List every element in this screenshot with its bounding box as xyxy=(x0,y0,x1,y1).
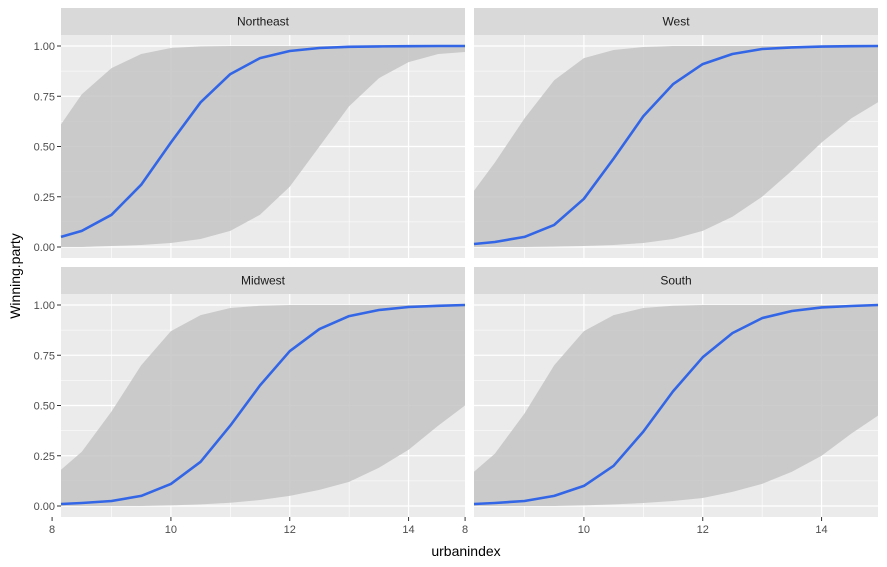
y-tick-label: 0.75 xyxy=(34,91,55,103)
y-tick-label: 0.50 xyxy=(34,401,55,413)
x-axis-title: urbanindex xyxy=(431,543,500,559)
panel-west: West xyxy=(473,8,879,258)
panel-northeast: Northeast 0.00 0.25 0.50 0.75 1.00 xyxy=(34,8,465,258)
strip-west xyxy=(474,8,878,35)
y-tick-label: 0.50 xyxy=(34,142,55,154)
fit-line-midwest xyxy=(60,303,466,506)
panel-south: South 8 10 12 14 xyxy=(462,267,879,536)
x-tick-label: 8 xyxy=(49,524,55,536)
panel-midwest: Midwest 0.00 0.25 0.50 0.75 1.00 8 10 12 14 xyxy=(34,267,466,536)
strip-label-midwest: Midwest xyxy=(241,274,286,288)
x-tick-label: 14 xyxy=(815,524,827,536)
strip-label-south: South xyxy=(660,274,691,288)
y-tick-label: 1.00 xyxy=(34,300,55,312)
x-tick-label: 14 xyxy=(402,524,414,536)
x-tick-label: 10 xyxy=(165,524,177,536)
strip-midwest xyxy=(61,267,465,294)
confidence-ribbon-south xyxy=(474,305,878,506)
confidence-ribbon-midwest xyxy=(61,305,465,506)
y-tick-label: 0.25 xyxy=(34,451,55,463)
x-tick-label: 10 xyxy=(578,524,590,536)
x-tick-label: 8 xyxy=(462,524,468,536)
fit-line-south xyxy=(473,303,879,506)
strip-northeast xyxy=(61,8,465,35)
y-tick-label: 0.25 xyxy=(34,192,55,204)
fit-line-west xyxy=(473,44,879,246)
y-axis-title: Winning.party xyxy=(7,233,23,319)
strip-south xyxy=(474,267,878,294)
fit-line-northeast xyxy=(60,44,465,239)
strip-label-northeast: Northeast xyxy=(237,15,290,29)
confidence-ribbon-northeast xyxy=(61,46,465,247)
y-tick-label: 0.00 xyxy=(34,501,55,513)
y-tick-label: 1.00 xyxy=(34,41,55,53)
y-tick-label: 0.75 xyxy=(34,350,55,362)
strip-label-west: West xyxy=(662,15,690,29)
x-tick-label: 12 xyxy=(284,524,296,536)
y-tick-label: 0.00 xyxy=(34,242,55,254)
x-tick-label: 12 xyxy=(697,524,709,536)
confidence-ribbon-west xyxy=(474,46,878,247)
